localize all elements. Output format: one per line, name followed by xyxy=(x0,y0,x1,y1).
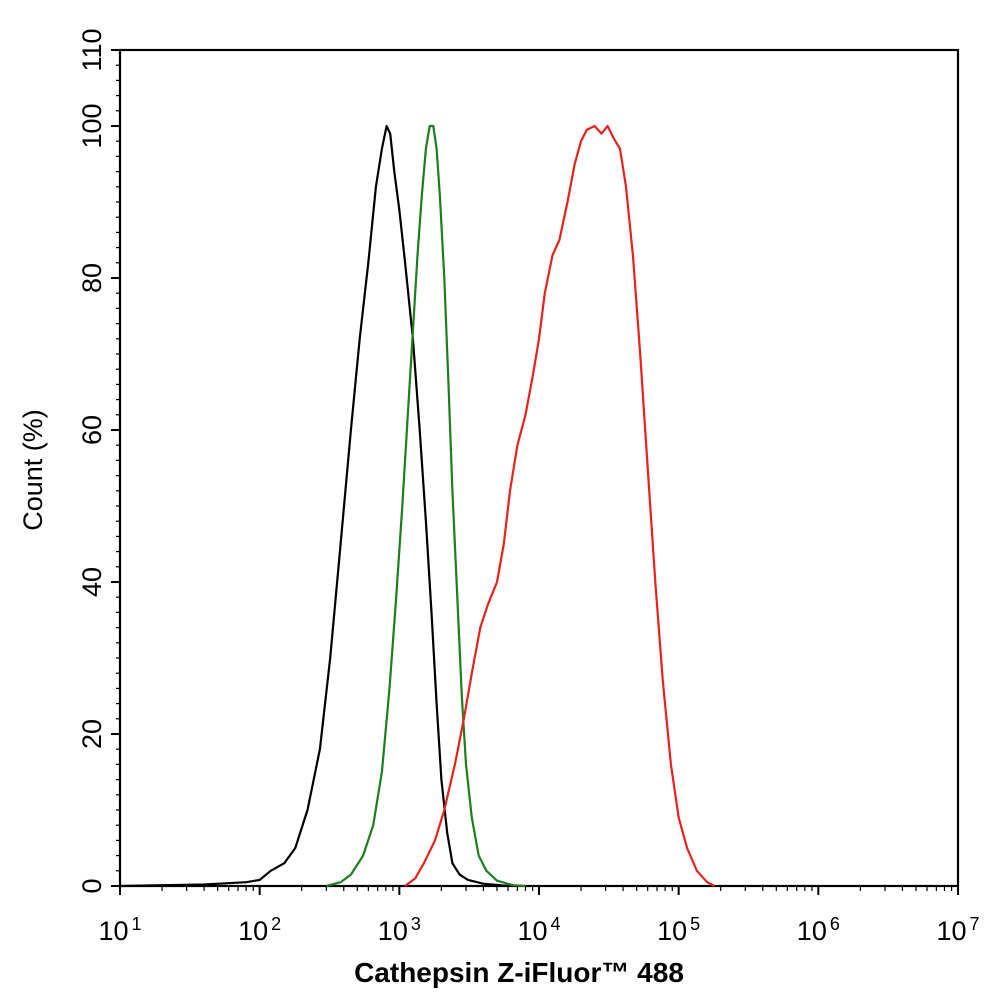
x-axis: 10 1 10 2 10 3 10 4 10 5 10 6 10 7 xyxy=(98,886,980,946)
x-tick-label-1e2: 10 2 xyxy=(238,914,281,946)
y-axis: 0 20 40 60 80 100 110 xyxy=(77,28,120,894)
x-tick-label-1e6: 10 6 xyxy=(797,914,840,946)
x-tick-label-1e5: 10 5 xyxy=(657,914,700,946)
y-tick-label-110: 110 xyxy=(77,28,107,71)
y-tick-label-40: 40 xyxy=(77,567,107,597)
histogram-line-3 xyxy=(404,124,715,887)
histogram-line-2 xyxy=(326,124,526,888)
plot-frame xyxy=(118,48,960,888)
y-axis-title: Count (%) xyxy=(18,409,48,531)
x-tick-label-1e4: 10 4 xyxy=(517,914,560,946)
y-tick-label-100: 100 xyxy=(77,103,107,148)
x-tick-label-1e3: 10 3 xyxy=(378,914,421,946)
x-axis-title: Cathepsin Z-iFluor™ 488 xyxy=(354,957,684,988)
y-tick-label-60: 60 xyxy=(77,415,107,445)
minor-ticks xyxy=(116,49,953,891)
histogram-line-1 xyxy=(119,124,509,888)
x-tick-label-1e1: 10 1 xyxy=(98,914,141,946)
series-group xyxy=(119,124,715,888)
x-tick-label-1e7: 10 7 xyxy=(936,914,979,946)
y-tick-label-80: 80 xyxy=(77,263,107,293)
y-tick-label-20: 20 xyxy=(77,719,107,749)
y-tick-label-0: 0 xyxy=(77,878,107,893)
